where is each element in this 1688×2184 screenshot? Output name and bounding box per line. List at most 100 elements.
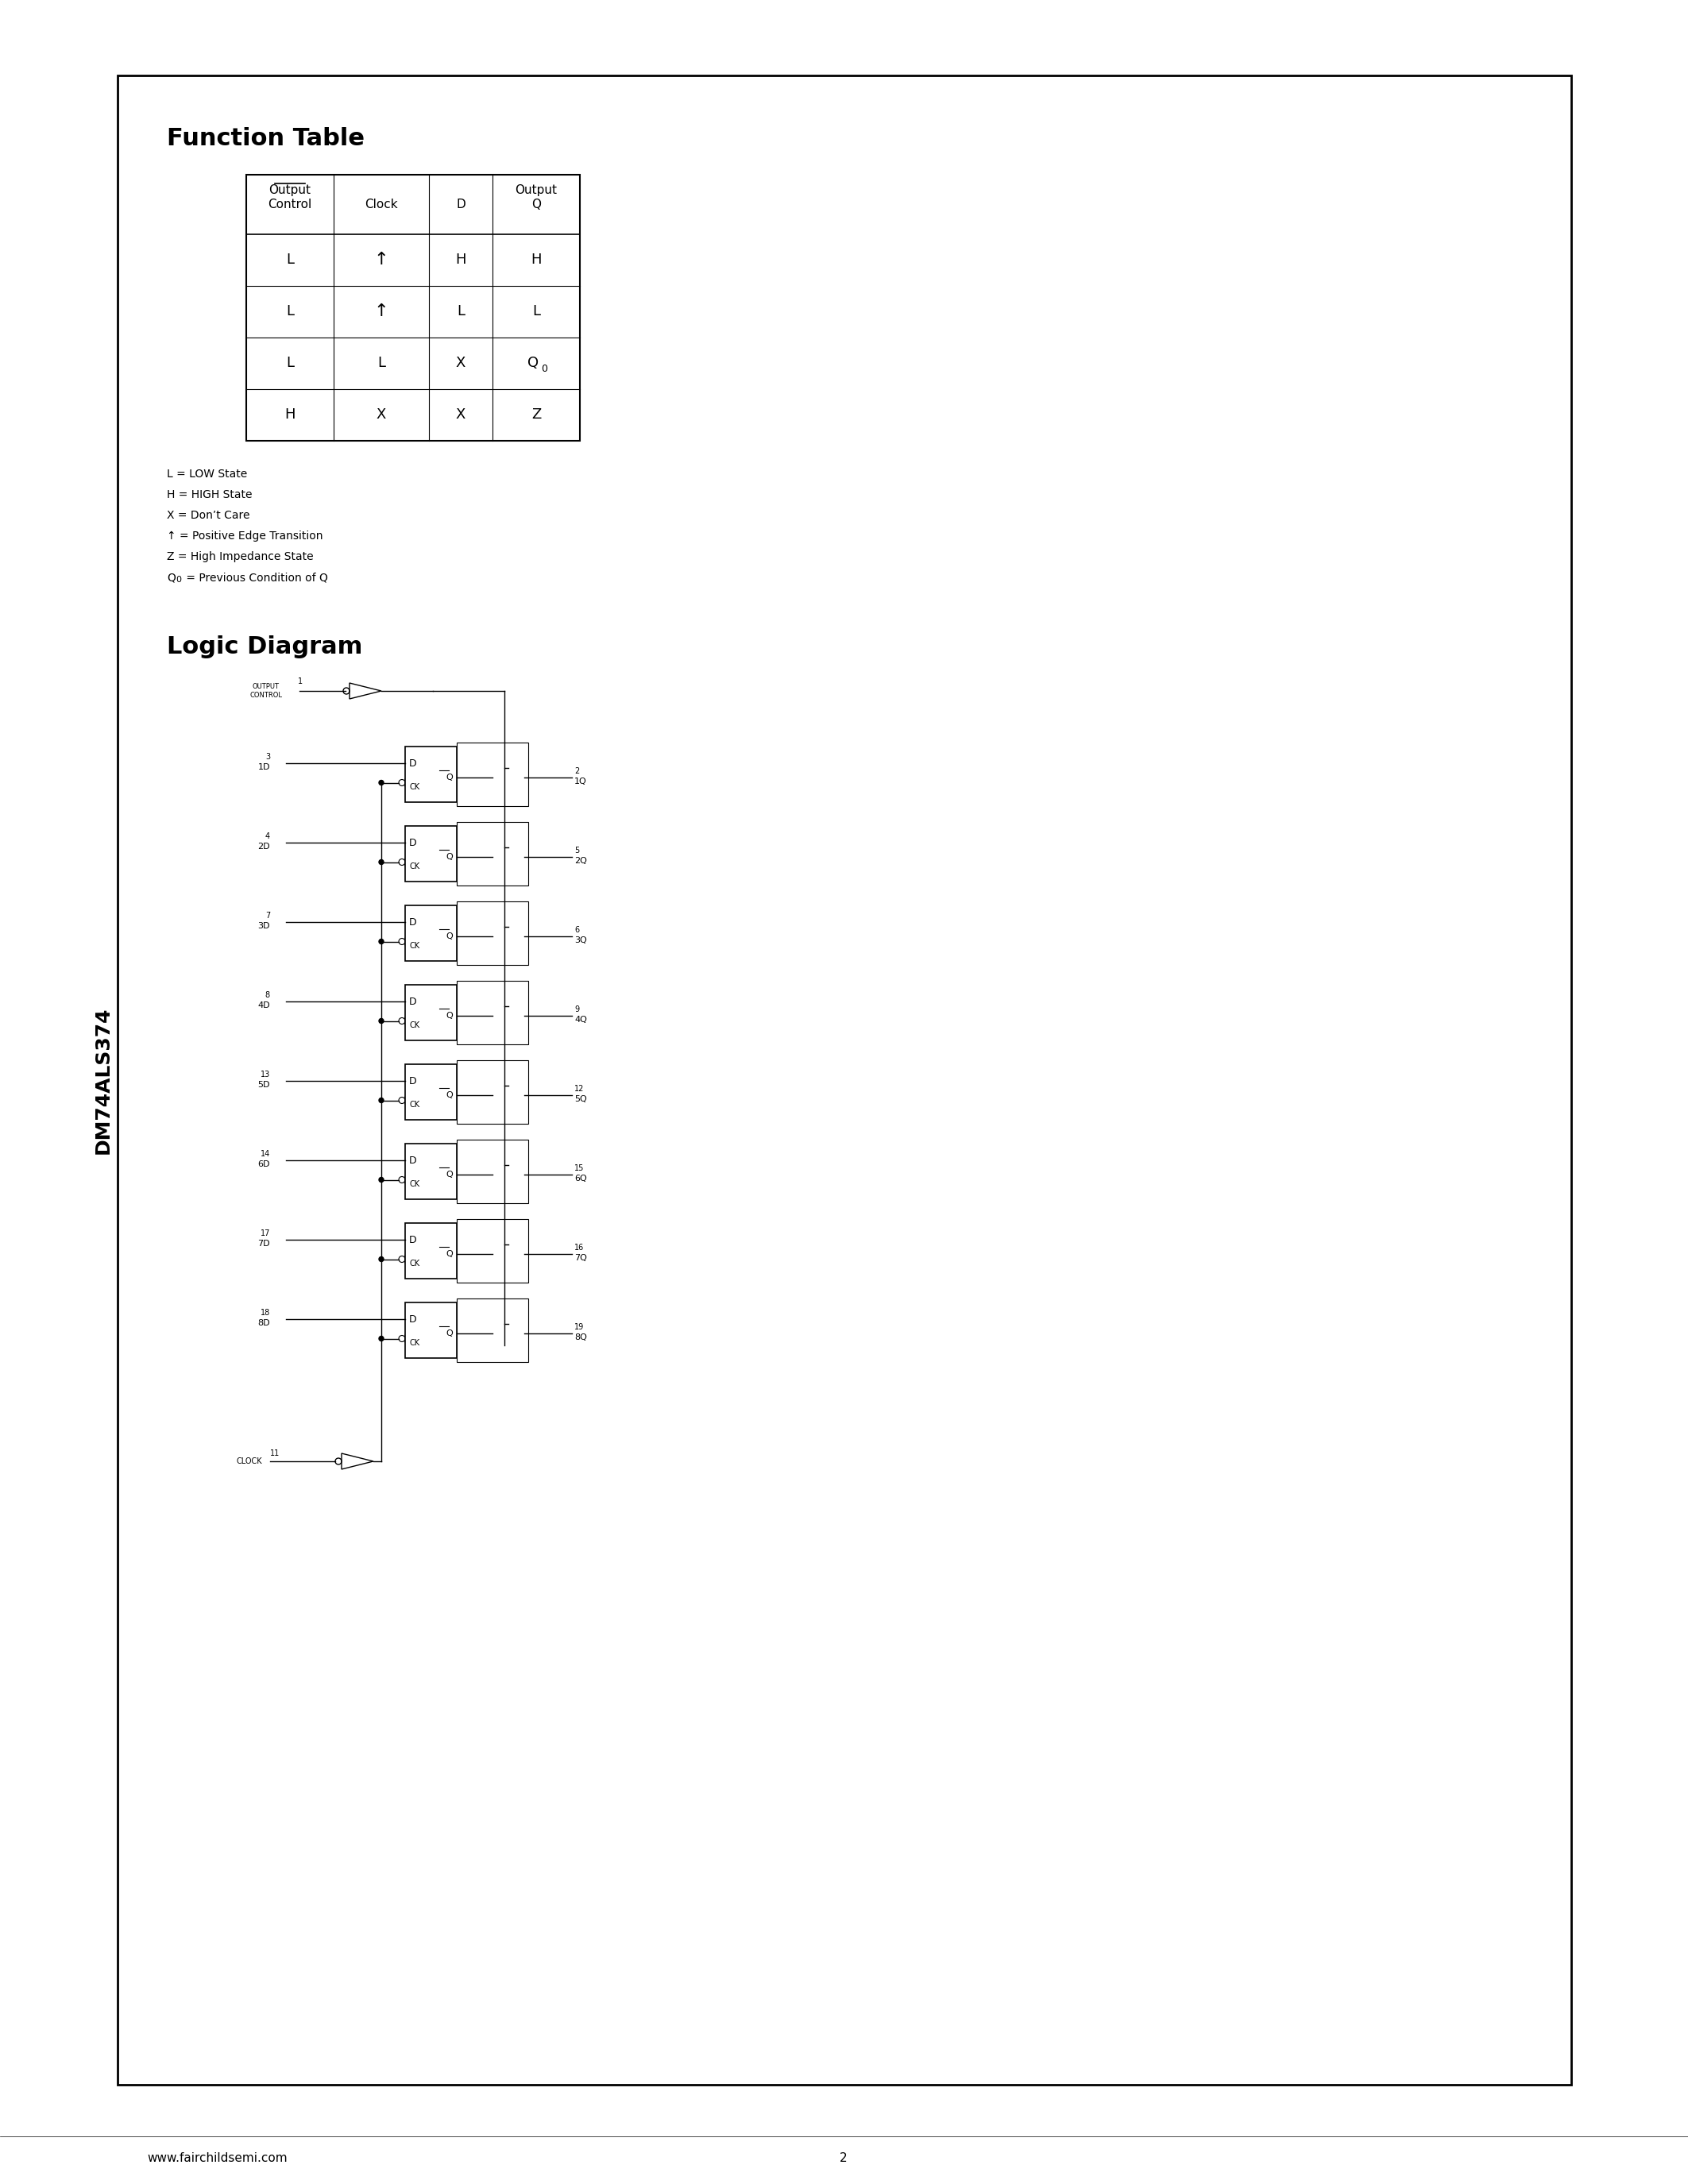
- Text: = Previous Condition of Q: = Previous Condition of Q: [182, 572, 327, 583]
- Circle shape: [378, 1099, 383, 1103]
- Text: 15: 15: [574, 1164, 584, 1173]
- Text: 16: 16: [574, 1243, 584, 1251]
- Bar: [118, 76, 1572, 2086]
- Bar: [405, 1144, 457, 1199]
- Circle shape: [501, 845, 506, 850]
- Text: Output: Output: [268, 183, 311, 197]
- Text: Logic Diagram: Logic Diagram: [167, 636, 363, 657]
- Text: 7D: 7D: [258, 1241, 270, 1247]
- Text: Q: Q: [167, 572, 176, 583]
- Bar: [246, 175, 581, 441]
- Text: Clock: Clock: [365, 199, 398, 210]
- Text: 7: 7: [265, 911, 270, 919]
- Bar: [457, 1140, 528, 1203]
- Text: D: D: [408, 1315, 417, 1324]
- Text: Q: Q: [446, 1249, 452, 1258]
- Circle shape: [501, 1243, 506, 1247]
- Text: ↑: ↑: [375, 251, 388, 269]
- Text: CK: CK: [408, 863, 420, 869]
- Text: 8Q: 8Q: [574, 1332, 587, 1341]
- Text: X: X: [456, 408, 466, 422]
- Text: Control: Control: [268, 199, 312, 210]
- Text: 9: 9: [574, 1005, 579, 1013]
- Text: Q: Q: [527, 356, 538, 369]
- Text: OUTPUT
CONTROL: OUTPUT CONTROL: [250, 684, 282, 699]
- Text: 0: 0: [540, 363, 547, 373]
- Text: D: D: [408, 1155, 417, 1166]
- Text: H = HIGH State: H = HIGH State: [167, 489, 252, 500]
- Text: CLOCK: CLOCK: [236, 1457, 262, 1465]
- Text: X = Don’t Care: X = Don’t Care: [167, 509, 250, 522]
- Bar: [405, 826, 457, 882]
- Bar: [405, 1064, 457, 1120]
- Text: CK: CK: [408, 1339, 420, 1348]
- Text: D: D: [408, 1077, 417, 1085]
- Text: Q: Q: [446, 773, 452, 782]
- Bar: [457, 902, 528, 965]
- Circle shape: [501, 924, 506, 928]
- Text: Z = High Impedance State: Z = High Impedance State: [167, 550, 314, 561]
- Circle shape: [501, 764, 506, 771]
- Text: 6Q: 6Q: [574, 1175, 587, 1182]
- Text: L: L: [285, 356, 294, 369]
- Text: X: X: [376, 408, 387, 422]
- Text: Q: Q: [446, 933, 452, 939]
- Text: 8: 8: [265, 992, 270, 998]
- Text: Q: Q: [532, 199, 540, 210]
- Text: 5D: 5D: [258, 1081, 270, 1090]
- Text: 4: 4: [265, 832, 270, 841]
- Bar: [405, 747, 457, 802]
- Text: Q: Q: [446, 1090, 452, 1099]
- Text: Output: Output: [515, 183, 557, 197]
- Text: 19: 19: [574, 1324, 584, 1330]
- Text: D: D: [456, 199, 466, 210]
- Text: 0: 0: [176, 577, 181, 583]
- Text: 14: 14: [260, 1151, 270, 1158]
- Text: DM74ALS374: DM74ALS374: [95, 1007, 113, 1153]
- Text: X: X: [456, 356, 466, 369]
- Text: D: D: [408, 996, 417, 1007]
- Text: CK: CK: [408, 1260, 420, 1267]
- Text: 8D: 8D: [258, 1319, 270, 1328]
- Text: L: L: [532, 304, 540, 319]
- Text: L: L: [378, 356, 385, 369]
- Circle shape: [501, 1083, 506, 1088]
- Circle shape: [378, 860, 383, 865]
- Text: 1Q: 1Q: [574, 778, 587, 784]
- Text: L: L: [285, 304, 294, 319]
- Text: CK: CK: [408, 1179, 420, 1188]
- Text: 1: 1: [297, 677, 302, 686]
- Text: 18: 18: [260, 1308, 270, 1317]
- Text: 1D: 1D: [258, 762, 270, 771]
- Text: 7Q: 7Q: [574, 1254, 587, 1262]
- Text: Q: Q: [446, 1171, 452, 1177]
- Text: Q: Q: [446, 1330, 452, 1337]
- Circle shape: [378, 1177, 383, 1182]
- Text: D: D: [408, 836, 417, 847]
- Text: D: D: [408, 1234, 417, 1245]
- Bar: [405, 1223, 457, 1278]
- Text: L = LOW State: L = LOW State: [167, 470, 246, 480]
- Text: 17: 17: [260, 1230, 270, 1238]
- Text: 11: 11: [270, 1450, 280, 1457]
- Text: 5: 5: [574, 845, 579, 854]
- Text: 13: 13: [260, 1070, 270, 1079]
- Text: 3D: 3D: [258, 922, 270, 930]
- Text: ↑ = Positive Edge Transition: ↑ = Positive Edge Transition: [167, 531, 322, 542]
- Bar: [457, 981, 528, 1044]
- Circle shape: [501, 1162, 506, 1166]
- Text: L: L: [285, 253, 294, 266]
- Text: CK: CK: [408, 941, 420, 950]
- Text: CK: CK: [408, 1101, 420, 1107]
- Text: CK: CK: [408, 782, 420, 791]
- Text: www.fairchildsemi.com: www.fairchildsemi.com: [147, 2151, 287, 2164]
- Text: L: L: [457, 304, 464, 319]
- Circle shape: [501, 1002, 506, 1009]
- Circle shape: [378, 780, 383, 784]
- Text: 3Q: 3Q: [574, 937, 587, 943]
- Text: D: D: [408, 917, 417, 928]
- Text: H: H: [530, 253, 542, 266]
- Text: Z: Z: [532, 408, 542, 422]
- Text: Q: Q: [446, 852, 452, 860]
- Text: 5Q: 5Q: [574, 1094, 587, 1103]
